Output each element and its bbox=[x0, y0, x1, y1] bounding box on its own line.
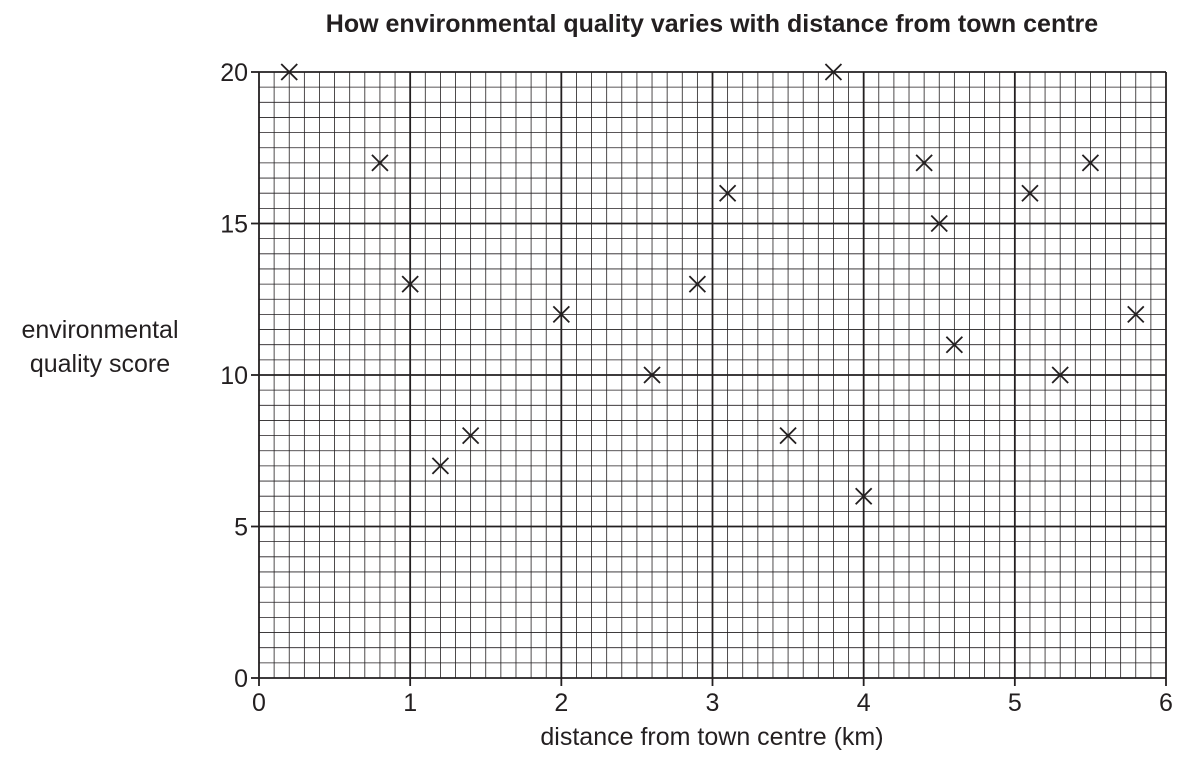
data-point-stroke bbox=[779, 426, 797, 445]
data-point-cross bbox=[1021, 184, 1039, 202]
data-points bbox=[280, 63, 1145, 505]
data-point-stroke bbox=[643, 366, 661, 384]
data-point-cross bbox=[461, 426, 480, 445]
data-point-stroke bbox=[1081, 154, 1100, 172]
x-tick-label: 0 bbox=[252, 689, 266, 717]
data-point-cross bbox=[1051, 366, 1069, 384]
data-point-stroke bbox=[855, 487, 873, 505]
y-tick-label: 15 bbox=[220, 211, 248, 239]
x-tick-label: 5 bbox=[1008, 689, 1022, 717]
data-point-cross bbox=[431, 457, 450, 475]
y-tick-label: 10 bbox=[220, 362, 248, 390]
data-point-stroke bbox=[1051, 366, 1069, 384]
data-point-cross bbox=[688, 275, 707, 293]
y-axis-label-line-2: quality score bbox=[30, 350, 170, 378]
data-point-cross bbox=[280, 63, 298, 81]
data-point-cross bbox=[915, 154, 933, 172]
data-point-cross bbox=[779, 426, 797, 445]
data-point-cross bbox=[930, 214, 948, 233]
x-tick-label: 2 bbox=[554, 689, 568, 717]
data-point-stroke bbox=[552, 305, 570, 324]
data-point-cross bbox=[855, 487, 873, 505]
x-tick-label: 1 bbox=[403, 689, 417, 717]
data-point-stroke bbox=[371, 154, 389, 172]
data-point-cross bbox=[945, 336, 964, 354]
data-point-cross bbox=[401, 275, 419, 293]
x-tick-labels: 0 1 2 3 4 5 6 bbox=[252, 678, 1173, 717]
data-point-stroke bbox=[1127, 305, 1145, 324]
data-point-cross bbox=[718, 184, 737, 202]
data-point-stroke bbox=[718, 184, 737, 202]
data-point-stroke bbox=[915, 154, 933, 172]
data-point-stroke bbox=[1021, 184, 1039, 202]
data-point-cross bbox=[1127, 305, 1145, 324]
data-point-stroke bbox=[945, 336, 964, 354]
data-point-stroke bbox=[431, 457, 450, 475]
x-tick-label: 4 bbox=[857, 689, 871, 717]
x-tick-label: 3 bbox=[706, 689, 720, 717]
y-tick-label: 5 bbox=[234, 514, 248, 542]
x-tick-label: 6 bbox=[1159, 689, 1173, 717]
y-axis-label-line-1: environmental bbox=[21, 316, 178, 344]
data-point-cross bbox=[371, 154, 389, 172]
data-point-stroke bbox=[401, 275, 419, 293]
data-point-cross bbox=[552, 305, 570, 324]
y-tick-labels: 0 5 10 15 20 bbox=[220, 59, 259, 693]
data-point-stroke bbox=[824, 63, 843, 81]
x-axis-label: distance from town centre (km) bbox=[540, 723, 883, 751]
y-tick-label: 20 bbox=[220, 59, 248, 87]
data-point-stroke bbox=[930, 214, 948, 233]
data-point-stroke bbox=[280, 63, 298, 81]
data-point-stroke bbox=[688, 275, 707, 293]
data-point-stroke bbox=[461, 426, 480, 445]
y-tick-label: 0 bbox=[234, 665, 248, 693]
data-point-cross bbox=[824, 63, 843, 81]
data-point-cross bbox=[643, 366, 661, 384]
data-point-cross bbox=[1081, 154, 1100, 172]
chart-title: How environmental quality varies with di… bbox=[326, 10, 1098, 38]
